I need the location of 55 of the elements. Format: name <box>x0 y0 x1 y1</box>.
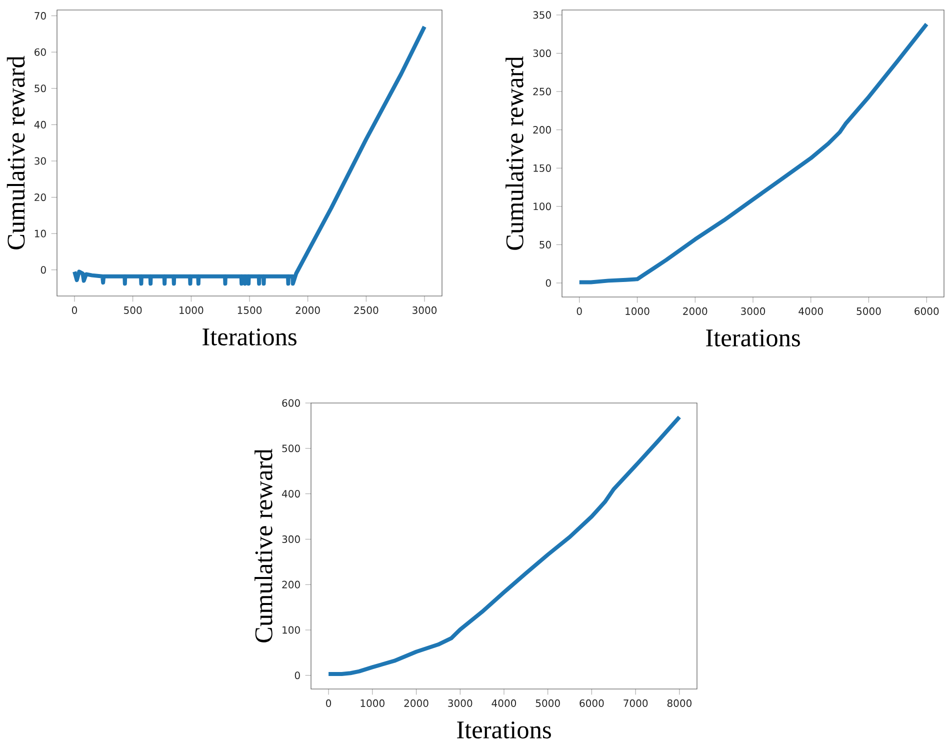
x-tick-label: 0 <box>72 306 78 314</box>
x-tick-label: 0 <box>326 699 332 707</box>
y-tick-label: 50 <box>34 84 46 92</box>
x-tick-label: 3000 <box>412 306 437 314</box>
x-tick-label: 5000 <box>856 307 881 315</box>
y-axis-title: Cumulative reward <box>506 56 524 250</box>
y-tick-label: 200 <box>533 126 551 134</box>
x-tick-label: 1000 <box>360 699 384 707</box>
x-tick-label: 6000 <box>580 699 604 707</box>
y-tick-label: 0 <box>294 672 300 680</box>
line-series <box>577 22 929 284</box>
y-tick-label: 300 <box>533 49 551 58</box>
y-tick-label: 50 <box>540 240 551 248</box>
y-tick-label: 60 <box>34 48 46 56</box>
y-tick-label: 10 <box>34 230 46 238</box>
x-axis-title: Iterations <box>457 721 551 738</box>
x-tick-label: 4000 <box>492 699 516 707</box>
x-tick-label: 3000 <box>741 307 766 315</box>
x-tick-label: 6000 <box>914 307 939 315</box>
x-tick-label: 8000 <box>667 699 692 707</box>
x-tick-label: 1500 <box>238 306 262 314</box>
line-series <box>72 24 426 286</box>
y-axis-title: Cumulative reward <box>254 448 272 642</box>
y-tick-label: 30 <box>34 157 46 165</box>
y-tick-label: 600 <box>282 399 300 407</box>
y-tick-label: 0 <box>546 279 551 287</box>
x-tick-label: 2000 <box>296 306 320 314</box>
y-tick-label: 250 <box>533 88 551 96</box>
x-tick-label: 7000 <box>624 699 648 707</box>
x-axis-title: Iterations <box>202 328 296 346</box>
x-tick-label: 5000 <box>536 699 560 707</box>
y-tick-label: 0 <box>40 266 46 274</box>
x-tick-label: 2000 <box>683 307 708 315</box>
x-tick-label: 3000 <box>448 699 472 707</box>
line-series <box>326 415 682 676</box>
y-tick-label: 100 <box>534 202 551 210</box>
y-tick-label: 350 <box>533 11 551 19</box>
y-tick-label: 500 <box>282 444 300 452</box>
x-tick-label: 2500 <box>354 306 378 314</box>
y-tick-label: 150 <box>534 164 551 172</box>
y-axis-title: Cumulative reward <box>6 56 25 250</box>
y-tick-label: 20 <box>34 193 46 202</box>
y-tick-label: 100 <box>282 626 300 634</box>
x-tick-label: 2000 <box>404 699 428 707</box>
y-tick-label: 300 <box>282 535 300 543</box>
x-tick-label: 1000 <box>180 306 204 314</box>
y-tick-label: 200 <box>282 580 300 588</box>
x-axis-title: Iterations <box>706 329 800 346</box>
x-tick-label: 4000 <box>798 307 823 315</box>
y-tick-label: 400 <box>282 490 300 498</box>
x-tick-label: 0 <box>576 307 582 315</box>
y-tick-label: 40 <box>34 120 46 128</box>
x-tick-label: 500 <box>124 306 142 314</box>
x-tick-label: 1000 <box>626 307 650 315</box>
y-tick-label: 70 <box>34 12 46 20</box>
